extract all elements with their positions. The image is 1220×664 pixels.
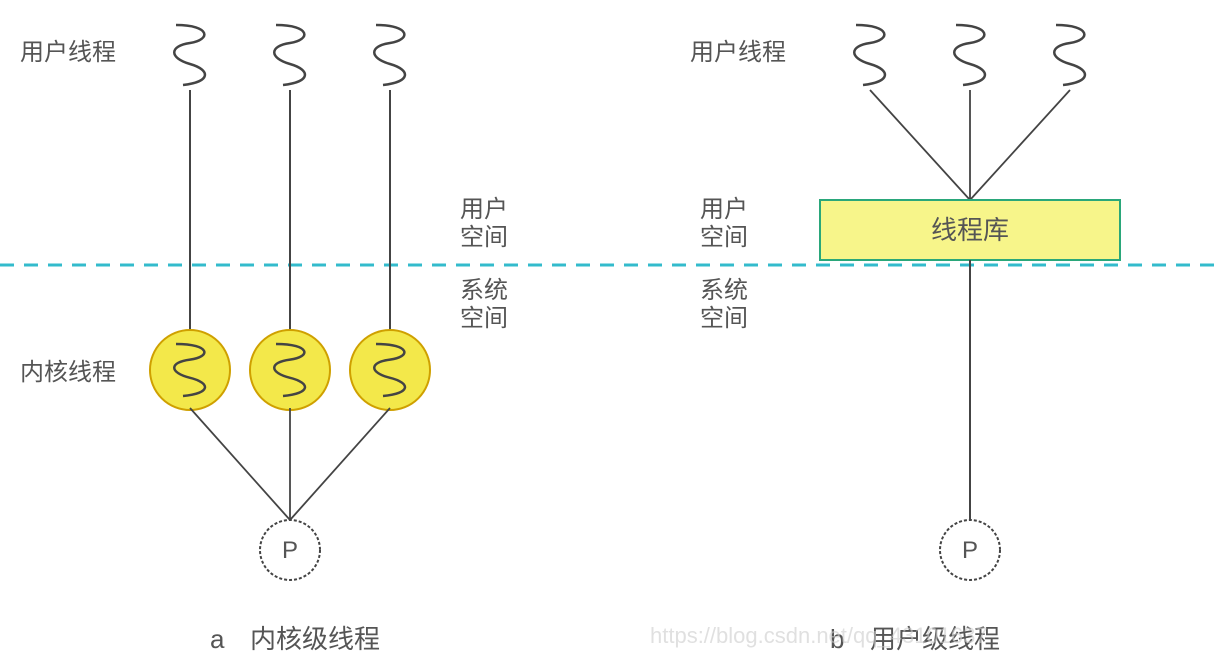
process-label-a: P xyxy=(282,537,298,564)
kernel-thread-circle xyxy=(250,330,330,410)
label-user-thread-b: 用户线程 xyxy=(690,39,786,66)
label-kernel-thread: 内核线程 xyxy=(20,359,116,386)
caption-a-letter: a xyxy=(210,624,225,654)
kernel-thread-circle xyxy=(150,330,230,410)
process-label-b: P xyxy=(962,537,978,564)
kernel-thread-circle xyxy=(350,330,430,410)
label-system-space-a: 系统空间 xyxy=(460,277,508,332)
label-user-space-a: 用户空间 xyxy=(460,196,508,251)
label-user-space-b: 用户空间 xyxy=(700,196,748,251)
label-system-space-b: 系统空间 xyxy=(700,277,748,332)
thread-library-label: 线程库 xyxy=(931,215,1009,245)
watermark-text: https://blog.csdn.net/qq_43101637 xyxy=(650,623,988,648)
label-user-thread-a: 用户线程 xyxy=(20,39,116,66)
caption-a-text: 内核级线程 xyxy=(250,624,380,654)
